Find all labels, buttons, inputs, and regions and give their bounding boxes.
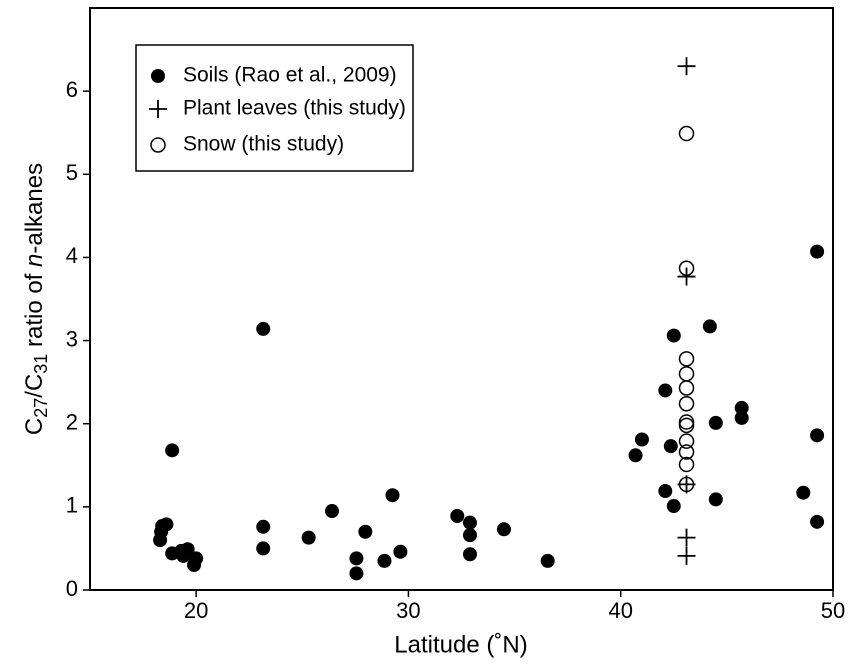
- point: [678, 351, 695, 367]
- point: [256, 321, 271, 336]
- point: [678, 125, 695, 142]
- point: [810, 244, 825, 259]
- y-label-part: 31: [31, 354, 51, 374]
- x-tick-label: 40: [608, 598, 632, 623]
- point: [165, 443, 180, 458]
- point: [666, 328, 681, 343]
- x-tick-label: 30: [396, 598, 420, 623]
- y-tick-label: 6: [66, 77, 78, 102]
- point: [677, 57, 696, 76]
- point: [358, 524, 373, 539]
- point: [678, 444, 695, 460]
- point: [658, 484, 673, 499]
- y-label-part: C: [21, 418, 48, 435]
- point: [677, 528, 696, 547]
- point: [496, 522, 511, 537]
- point: [462, 528, 477, 543]
- point: [678, 417, 695, 434]
- y-label-part: ratio of: [21, 267, 48, 354]
- point: [349, 551, 364, 566]
- point: [810, 514, 825, 529]
- point: [450, 509, 465, 524]
- point: [678, 380, 695, 396]
- point: [678, 476, 695, 493]
- point: [678, 260, 695, 276]
- x-tick-label: 20: [184, 598, 208, 623]
- point: [377, 553, 392, 568]
- y-label-part: -alkanes: [21, 163, 48, 254]
- point: [540, 553, 555, 568]
- plot-frame: [89, 7, 834, 591]
- point: [677, 267, 696, 286]
- y-tick-label: 1: [66, 493, 78, 518]
- legend-label: Soils (Rao et al., 2009): [183, 64, 397, 87]
- point: [796, 485, 811, 500]
- y-tick-label: 0: [66, 576, 78, 601]
- y-tick-label: 4: [66, 243, 78, 268]
- point: [663, 439, 678, 454]
- point: [678, 414, 695, 430]
- point: [677, 475, 696, 494]
- point: [325, 504, 340, 519]
- point: [187, 558, 202, 573]
- point: [677, 546, 696, 565]
- point: [628, 448, 643, 463]
- point: [176, 548, 191, 563]
- point: [256, 519, 271, 534]
- point: [393, 544, 408, 559]
- point: [666, 499, 681, 514]
- point: [658, 383, 673, 398]
- legend-box: [135, 44, 414, 172]
- point: [702, 319, 717, 334]
- point: [734, 410, 749, 425]
- point: [708, 415, 723, 430]
- point: [678, 433, 695, 449]
- y-tick-label: 5: [66, 160, 78, 185]
- point: [462, 515, 477, 530]
- legend-label: Snow (this study): [183, 133, 344, 156]
- point: [810, 428, 825, 443]
- x-tick-label: 50: [821, 598, 845, 623]
- point: [349, 566, 364, 581]
- point: [385, 488, 400, 503]
- point: [678, 396, 695, 412]
- y-label-part: /C: [21, 374, 48, 398]
- y-axis-label: C27/C31 ratio of n-alkanes: [21, 163, 50, 435]
- point: [634, 432, 649, 447]
- y-label-part: 27: [31, 398, 51, 418]
- legend-marker: [151, 69, 165, 83]
- legend-label: Plant leaves (this study): [183, 97, 406, 120]
- point: [153, 533, 168, 548]
- x-axis-label: Latitude (˚N): [394, 631, 527, 658]
- point: [734, 400, 749, 415]
- point: [678, 366, 695, 382]
- point: [708, 492, 723, 507]
- point: [462, 547, 477, 562]
- legend-marker: [150, 137, 166, 153]
- point: [301, 530, 316, 545]
- legend-marker: [149, 100, 167, 118]
- y-tick-label: 3: [66, 326, 78, 351]
- point: [256, 541, 271, 556]
- point: [678, 456, 695, 473]
- y-label-part: n: [21, 254, 48, 267]
- y-tick-label: 2: [66, 410, 78, 435]
